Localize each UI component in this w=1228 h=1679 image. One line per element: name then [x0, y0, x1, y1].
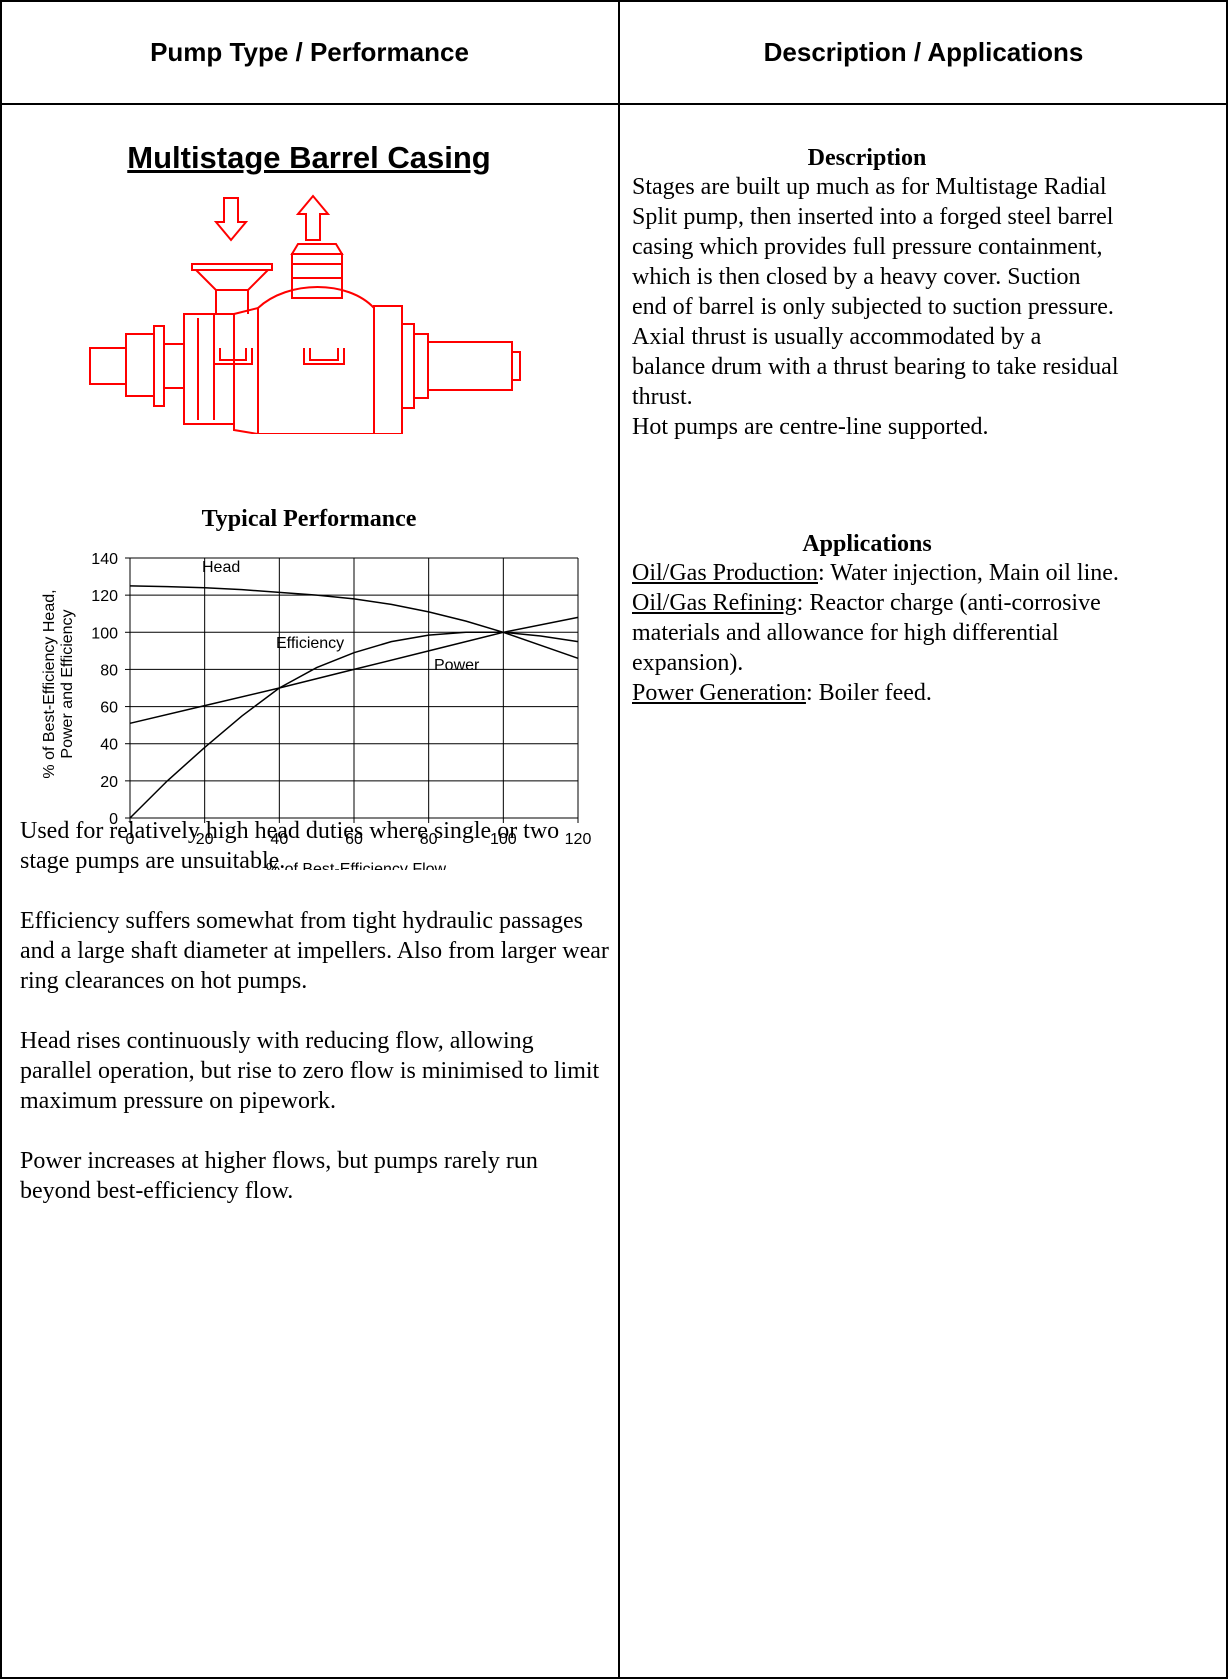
note-paragraph: Head rises continuously with reducing fl…	[20, 1028, 600, 1114]
chart-xlabel: % of Best-Efficiency Flow	[266, 861, 447, 870]
header-pump-type: Pump Type / Performance	[150, 36, 469, 67]
description-column: Description Stages are built up much as …	[632, 104, 1222, 1674]
application-text: : Water injection, Main oil line.	[818, 560, 1119, 586]
application-item: Oil/Gas Production: Water injection, Mai…	[632, 558, 1120, 588]
y-tick-label: 40	[100, 737, 118, 754]
y-tick-label: 100	[91, 625, 118, 642]
pump-title: Multistage Barrel Casing	[127, 140, 491, 175]
y-tick-label: 80	[100, 662, 118, 679]
series-line-power	[129, 616, 579, 725]
application-label: Oil/Gas Refining	[632, 590, 797, 616]
application-item: Oil/Gas Refining: Reactor charge (anti-c…	[632, 588, 1120, 678]
y-tick-label: 120	[91, 588, 118, 605]
applications-section: Applications Oil/Gas Production: Water i…	[632, 530, 1120, 708]
chart-series	[129, 585, 579, 819]
y-tick-label: 0	[109, 811, 118, 828]
x-tick-label: 40	[270, 831, 288, 848]
series-label-head: Head	[202, 559, 240, 576]
pump-notes: Used for relatively high head duties whe…	[20, 816, 610, 1236]
x-tick-label: 80	[420, 831, 438, 848]
application-item: Power Generation: Boiler feed.	[632, 678, 1120, 708]
x-tick-label: 100	[490, 831, 517, 848]
series-label-efficiency: Efficiency	[276, 635, 344, 652]
chart-grid	[125, 557, 579, 823]
discharge-arrow-icon	[295, 194, 331, 241]
x-tick-label: 60	[345, 831, 363, 848]
x-tick-label: 0	[126, 831, 135, 848]
y-tick-label: 140	[91, 551, 118, 568]
note-paragraph: Used for relatively high head duties whe…	[20, 818, 560, 874]
x-tick-label: 120	[565, 831, 592, 848]
x-tick-label: 20	[196, 831, 214, 848]
chart-ylabel-line2: Power and Efficiency	[59, 609, 76, 758]
description-heading: Description	[807, 145, 927, 171]
description-section: Description Stages are built up much as …	[632, 144, 1120, 442]
application-text: : Reactor charge (anti-corrosive materia…	[632, 590, 1101, 676]
chart-ylabel-line1: % of Best-Efficiency Head,	[41, 589, 58, 778]
note-paragraph: Power increases at higher flows, but pum…	[20, 1148, 538, 1204]
description-text-support: Hot pumps are centre-line supported.	[632, 414, 989, 440]
suction-arrow-icon	[213, 197, 249, 242]
series-label-power: Power	[434, 657, 480, 674]
header-description: Description / Applications	[763, 36, 1084, 67]
performance-chart: 0 20 40 60 80 100 120 0 20 40 60 80 100 120 140 % of B…	[41, 551, 591, 870]
y-tick-label: 20	[100, 774, 118, 791]
chart-ticks: 0 20 40 60 80 100 120 0 20 40 60 80 100 120 140	[91, 551, 591, 848]
application-label: Power Generation	[632, 680, 806, 706]
applications-heading: Applications	[802, 531, 932, 557]
description-text: Stages are built up much as for Multista…	[632, 174, 1119, 410]
application-text: : Boiler feed.	[805, 680, 932, 706]
y-tick-label: 60	[100, 700, 118, 717]
performance-title: Typical Performance	[201, 506, 417, 532]
pump-type-column: Multistage Barrel Casing	[20, 104, 618, 1674]
application-label: Oil/Gas Production	[632, 560, 818, 586]
pump-drawing	[89, 194, 521, 434]
note-paragraph: Efficiency suffers somewhat from tight h…	[20, 908, 609, 994]
